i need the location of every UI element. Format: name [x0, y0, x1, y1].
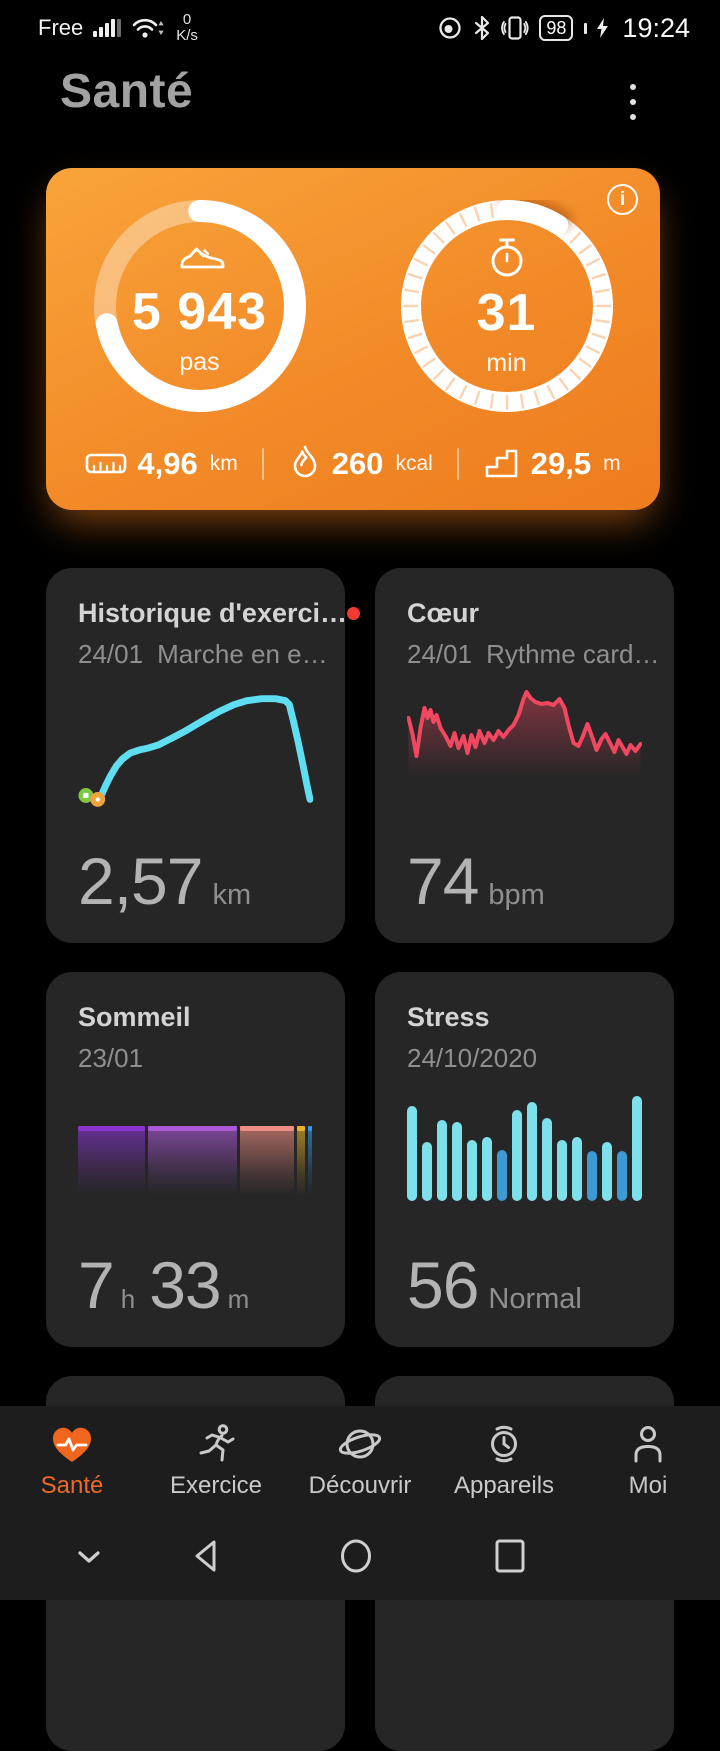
page-title: Santé	[60, 65, 194, 118]
header: Santé	[0, 56, 720, 156]
back-button-icon[interactable]	[188, 1536, 224, 1576]
card-date: 24/01	[78, 639, 144, 669]
charging-bolt-icon	[597, 18, 609, 38]
person-icon	[634, 1425, 662, 1462]
active-minutes-value: 31	[476, 284, 537, 343]
steps-ring: 5 943 pas	[93, 200, 306, 412]
shoe-icon	[180, 247, 224, 269]
vibrate-icon	[501, 16, 529, 40]
sleep-minutes-unit: m	[227, 1284, 250, 1314]
flame-icon	[293, 445, 317, 478]
sleep-minutes-value: 33	[149, 1248, 221, 1322]
eye-comfort-icon	[439, 17, 462, 39]
wifi-icon	[132, 18, 164, 38]
heart-rate-card[interactable]: Cœur 24/01 Rythme card… 74 bpm	[375, 568, 674, 943]
active-minutes-unit: min	[486, 348, 527, 377]
card-subtitle: Marche en e…	[157, 639, 328, 669]
card-date: 24/10/2020	[407, 1043, 538, 1073]
tab-appareils[interactable]: Appareils	[432, 1406, 576, 1512]
card-date: 23/01	[78, 1043, 144, 1073]
stairs-icon	[485, 449, 518, 478]
climb-stat: 29,5 m	[459, 446, 645, 482]
health-heart-icon	[53, 1427, 91, 1462]
heart-rate-chart	[407, 682, 642, 782]
minutes-ring-svg	[400, 200, 613, 412]
stress-bar-chart	[407, 1096, 642, 1201]
info-icon[interactable]: i	[607, 184, 638, 215]
tab-decouvrir[interactable]: Découvrir	[288, 1406, 432, 1512]
network-speed: 0 K/s	[176, 11, 198, 44]
steps-value: 5 943	[131, 283, 268, 342]
stopwatch-icon	[491, 238, 522, 277]
tab-moi[interactable]: Moi	[576, 1406, 720, 1512]
stress-level-label: Normal	[488, 1283, 582, 1315]
card-subtitle: Rythme card…	[486, 639, 660, 669]
steps-unit: pas	[179, 347, 220, 376]
runner-icon	[199, 1423, 235, 1461]
battery-indicator: 98	[539, 15, 574, 41]
system-navigation-bar	[0, 1512, 720, 1600]
card-title: Sommeil	[78, 1002, 191, 1032]
hide-navbar-chevron-icon[interactable]	[72, 1536, 106, 1576]
recents-button-icon[interactable]	[492, 1536, 528, 1576]
stress-card[interactable]: Stress 24/10/2020 56 Normal	[375, 972, 674, 1347]
clock-time: 19:24	[622, 12, 690, 43]
tab-bar: Santé Exercice Découvrir	[0, 1406, 720, 1512]
steps-progress-arc	[93, 200, 306, 412]
minutes-ring-cap	[400, 200, 613, 412]
active-minutes-ring: 31 min	[400, 200, 613, 412]
signal-strength-icon	[93, 19, 122, 37]
home-button-icon[interactable]	[336, 1536, 376, 1576]
tab-exercice[interactable]: Exercice	[144, 1406, 288, 1512]
planet-icon	[338, 1429, 382, 1458]
stress-value: 56	[407, 1248, 479, 1322]
status-bar: Free 0 K/s	[0, 0, 720, 50]
activity-summary-card[interactable]: i 5 943 pas	[46, 168, 660, 510]
card-title: Historique d'exerci…	[78, 598, 347, 628]
bluetooth-icon	[475, 15, 490, 41]
ruler-icon	[86, 453, 127, 474]
sleep-hours-unit: h	[120, 1284, 136, 1314]
sleep-hours-value: 7	[78, 1248, 115, 1322]
sleep-stage-chart	[78, 1126, 313, 1198]
distance-stat: 4,96 km	[61, 446, 261, 482]
exercise-history-card[interactable]: Historique d'exerci… 24/01 Marche en e… …	[46, 568, 360, 943]
exercise-value: 2,57	[78, 844, 203, 918]
tab-sante[interactable]: Santé	[0, 1406, 144, 1512]
battery-nub	[584, 22, 588, 34]
card-title: Stress	[407, 1002, 490, 1032]
card-title: Cœur	[407, 598, 479, 628]
heart-value: 74	[407, 844, 479, 918]
watch-icon	[491, 1425, 517, 1462]
calories-stat: 260 kcal	[264, 444, 457, 484]
exercise-unit: km	[212, 879, 252, 911]
more-options-button[interactable]	[624, 78, 642, 126]
heart-unit: bpm	[488, 879, 545, 911]
sleep-card[interactable]: Sommeil 23/01 7 h 33 m	[46, 972, 345, 1347]
carrier-label: Free	[38, 15, 84, 40]
exercise-route-chart	[78, 692, 313, 814]
card-date: 24/01	[407, 639, 473, 669]
activity-stats-row: 4,96 km 260 kcal 29,5 m	[46, 444, 660, 484]
notification-dot	[347, 607, 360, 620]
